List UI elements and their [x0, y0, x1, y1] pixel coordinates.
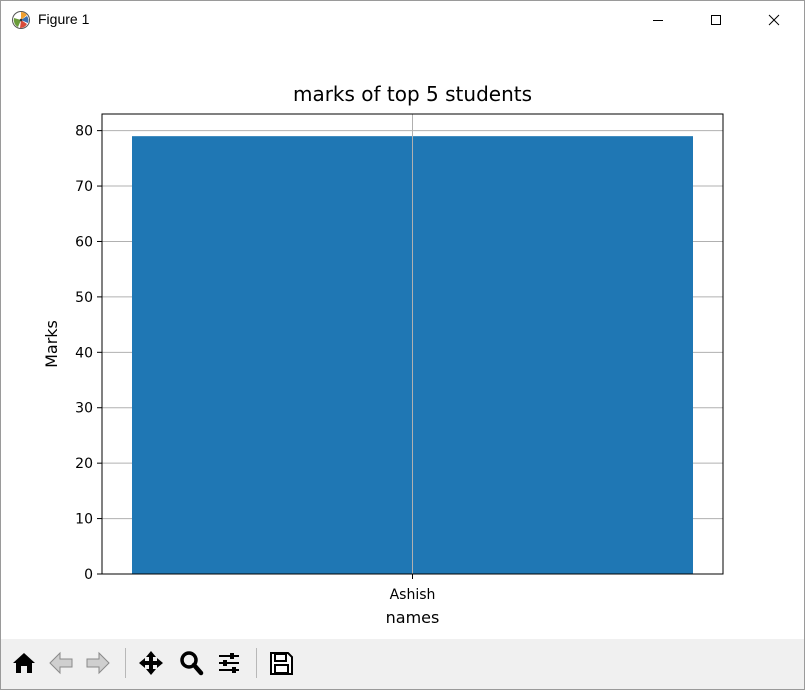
home-button[interactable]: [8, 647, 40, 679]
forward-arrow-icon: [86, 651, 110, 675]
maximize-button[interactable]: [687, 1, 745, 39]
toolbar-separator: [256, 648, 257, 678]
y-ticks: 0 10 20 30 40 50 60 70 80: [75, 124, 102, 583]
x-tick-label: Ashish: [390, 587, 436, 603]
forward-button[interactable]: [82, 647, 114, 679]
title-bar[interactable]: Figure 1: [1, 1, 804, 39]
y-tick-label: 10: [75, 512, 93, 528]
y-axis-label: Marks: [42, 320, 61, 368]
pan-button[interactable]: [135, 647, 167, 679]
chart-title: marks of top 5 students: [293, 82, 532, 106]
y-tick-label: 70: [75, 179, 93, 195]
back-button[interactable]: [45, 647, 77, 679]
y-tick-label: 60: [75, 234, 93, 250]
navigation-toolbar: [1, 639, 804, 689]
y-tick-label: 0: [84, 567, 93, 583]
save-icon: [270, 652, 293, 675]
bar-chart: 0 10 20 30 40 50 60 70 80 Ashish marks of top 5 …: [42, 82, 724, 627]
y-tick-label: 40: [75, 345, 93, 361]
minimize-icon: [653, 20, 663, 21]
figure-canvas[interactable]: 0 10 20 30 40 50 60 70 80 Ashish marks of top 5 …: [1, 39, 804, 639]
zoom-icon: [180, 651, 204, 676]
y-tick-label: 20: [75, 456, 93, 472]
matplotlib-logo-icon: [11, 10, 31, 30]
zoom-button[interactable]: [175, 647, 207, 679]
close-icon: [768, 14, 780, 26]
back-arrow-icon: [49, 651, 73, 675]
close-button[interactable]: [745, 1, 803, 39]
home-icon: [13, 653, 35, 673]
y-tick-label: 30: [75, 401, 93, 417]
y-tick-label: 50: [75, 290, 93, 306]
window-title: Figure 1: [38, 11, 90, 27]
save-button[interactable]: [265, 647, 297, 679]
configure-subplots-button[interactable]: [213, 647, 245, 679]
toolbar-separator: [125, 648, 126, 678]
y-tick-label: 80: [75, 124, 93, 140]
minimize-button[interactable]: [629, 1, 687, 39]
configure-subplots-icon: [219, 653, 239, 673]
x-axis-label: names: [386, 608, 440, 627]
pan-icon: [139, 651, 163, 675]
x-ticks: Ashish: [390, 574, 436, 603]
maximize-icon: [711, 15, 721, 25]
